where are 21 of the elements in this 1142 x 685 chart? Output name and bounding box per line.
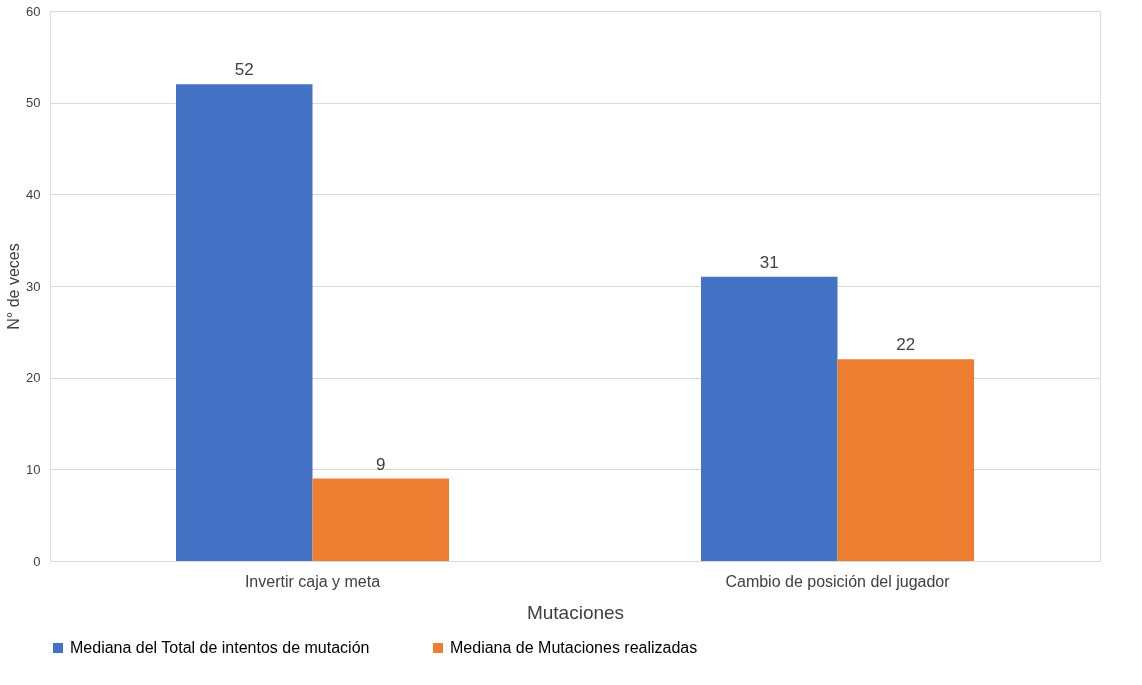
legend-label: Mediana de Mutaciones realizadas <box>450 639 698 656</box>
y-tick-label: 10 <box>26 461 41 477</box>
y-tick-label: 60 <box>26 3 41 19</box>
y-axis-title: N° de veces <box>5 243 23 330</box>
y-tick-label: 30 <box>26 278 41 294</box>
y-tick-label: 50 <box>26 95 41 111</box>
y-tick-label: 40 <box>26 186 41 202</box>
y-tick-label: 20 <box>26 370 41 386</box>
x-tick-label: Cambio de posición del jugador <box>725 572 951 590</box>
legend-label: Mediana del Total de intentos de mutación <box>70 639 370 656</box>
x-tick-label: Invertir caja y meta <box>244 572 381 590</box>
data-label: 9 <box>376 454 386 474</box>
bar <box>837 359 974 561</box>
x-axis-title: Mutaciones <box>526 601 625 623</box>
data-label: 31 <box>759 252 779 272</box>
y-tick-label: 0 <box>33 553 41 569</box>
bar <box>312 478 449 561</box>
data-label: 52 <box>234 60 254 80</box>
data-label: 22 <box>896 335 916 355</box>
bar <box>176 84 313 561</box>
bar <box>701 276 838 561</box>
